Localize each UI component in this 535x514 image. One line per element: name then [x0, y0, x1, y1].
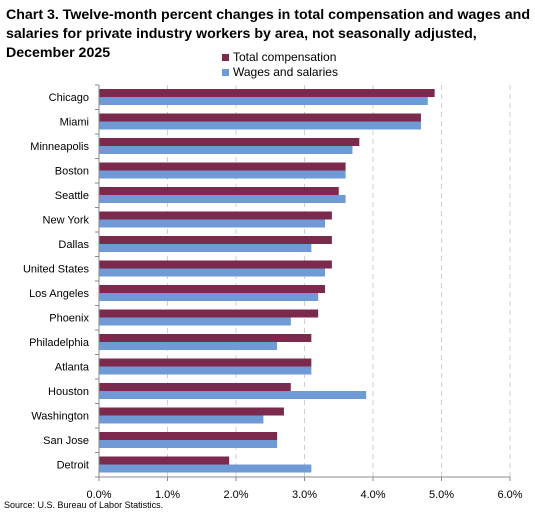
x-tick-label-4: 4.0% — [360, 489, 385, 501]
source-note: Source: U.S. Bureau of Labor Statistics. — [4, 500, 164, 510]
category-label-seattle: Seattle — [55, 190, 89, 202]
category-label-washington: Washington — [31, 411, 89, 423]
bar-total-compensation-chicago — [99, 89, 435, 97]
bar-wages-and-salaries-san-jose — [99, 440, 278, 448]
bar-wages-and-salaries-houston — [99, 391, 367, 399]
bar-total-compensation-detroit — [99, 456, 230, 465]
bar-wages-and-salaries-phoenix — [99, 317, 291, 326]
category-label-chicago: Chicago — [49, 92, 89, 104]
bar-total-compensation-los-angeles — [99, 285, 326, 293]
category-label-minneapolis: Minneapolis — [30, 141, 89, 153]
legend-swatch-wages-and-salaries — [222, 69, 229, 76]
bar-total-compensation-miami — [99, 113, 421, 122]
bar-wages-and-salaries-new-york — [99, 219, 326, 228]
category-label-atlanta: Atlanta — [55, 362, 90, 374]
bar-total-compensation-san-jose — [99, 432, 278, 440]
category-label-detroit: Detroit — [57, 460, 89, 472]
bar-total-compensation-atlanta — [99, 358, 312, 367]
bar-wages-and-salaries-miami — [99, 121, 421, 130]
legend-swatch-total-compensation — [222, 54, 229, 61]
bar-wages-and-salaries-philadelphia — [99, 342, 278, 350]
bar-total-compensation-united-states — [99, 260, 332, 269]
bar-total-compensation-washington — [99, 407, 284, 416]
legend-item-total-compensation: Total compensation — [222, 50, 338, 65]
x-tick-label-3: 3.0% — [292, 489, 317, 501]
x-tick-label-5: 5.0% — [429, 489, 454, 501]
category-label-dallas: Dallas — [58, 239, 89, 251]
category-label-phoenix: Phoenix — [49, 313, 89, 325]
bar-wages-and-salaries-los-angeles — [99, 293, 319, 301]
category-label-united-states: United States — [23, 264, 90, 276]
chart-title: Chart 3. Twelve-month percent changes in… — [6, 7, 530, 61]
bar-wages-and-salaries-minneapolis — [99, 146, 353, 154]
category-label-philadelphia: Philadelphia — [29, 337, 90, 349]
bar-total-compensation-new-york — [99, 211, 332, 220]
bar-total-compensation-dallas — [99, 236, 332, 244]
bar-wages-and-salaries-seattle — [99, 195, 346, 203]
category-label-los-angeles: Los Angeles — [29, 288, 89, 300]
bar-wages-and-salaries-atlanta — [99, 366, 312, 375]
bar-wages-and-salaries-chicago — [99, 97, 428, 105]
category-label-boston: Boston — [55, 166, 89, 178]
bar-total-compensation-phoenix — [99, 309, 319, 318]
category-label-new-york: New York — [43, 215, 90, 227]
bar-total-compensation-houston — [99, 383, 291, 391]
bar-wages-and-salaries-dallas — [99, 244, 312, 252]
category-label-miami: Miami — [60, 117, 89, 129]
bar-total-compensation-seattle — [99, 187, 339, 195]
category-label-houston: Houston — [48, 386, 89, 398]
x-tick-label-0: 0.0% — [86, 489, 111, 501]
category-label-san-jose: San Jose — [43, 435, 89, 447]
bar-total-compensation-minneapolis — [99, 138, 360, 146]
legend: Total compensation Wages and salaries — [222, 50, 338, 80]
x-tick-label-6: 6.0% — [497, 489, 522, 501]
legend-item-wages-and-salaries: Wages and salaries — [222, 65, 338, 80]
legend-label-total-compensation: Total compensation — [233, 50, 337, 64]
bar-total-compensation-philadelphia — [99, 334, 312, 342]
bar-wages-and-salaries-united-states — [99, 268, 326, 277]
bar-wages-and-salaries-boston — [99, 170, 346, 179]
legend-label-wages-and-salaries: Wages and salaries — [233, 65, 338, 79]
x-tick-label-2: 2.0% — [223, 489, 248, 501]
x-tick-label-1: 1.0% — [155, 489, 180, 501]
bar-wages-and-salaries-detroit — [99, 464, 312, 473]
bar-total-compensation-boston — [99, 162, 346, 171]
bar-wages-and-salaries-washington — [99, 415, 264, 424]
